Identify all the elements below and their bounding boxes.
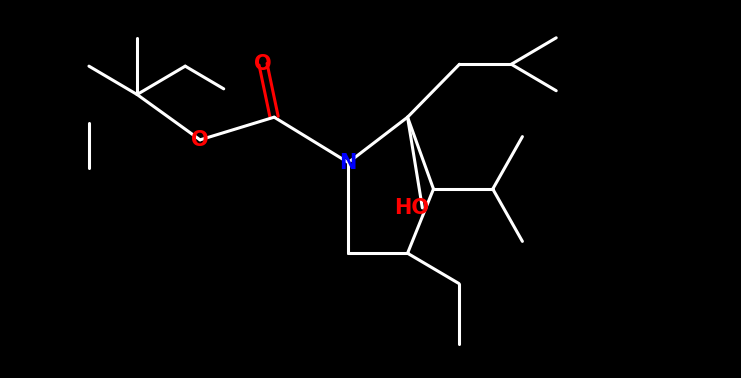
Text: O: O: [254, 54, 272, 74]
Text: N: N: [339, 153, 357, 172]
Text: O: O: [191, 130, 209, 150]
Text: HO: HO: [393, 198, 429, 218]
